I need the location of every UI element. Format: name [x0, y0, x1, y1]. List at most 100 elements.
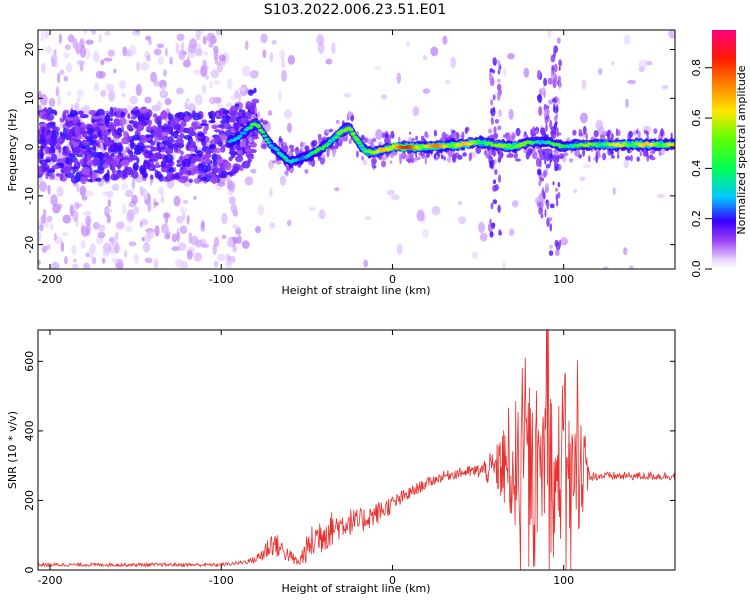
spectrogram-halo-cell: [610, 132, 614, 142]
spectrogram-noise-cell: [225, 102, 233, 107]
spectrogram-noise-cell: [458, 216, 467, 225]
spectrogram-noise-cell: [511, 200, 519, 208]
spectrogram-spur-cell: [492, 57, 496, 63]
spectrogram-spur-cell: [543, 170, 547, 178]
spectrogram-noise-cell: [112, 257, 119, 263]
spectrogram-spur-cell: [557, 75, 561, 82]
spectrogram-noise-cell: [318, 209, 326, 220]
spectrogram-frame: [37, 29, 676, 270]
spectrogram-noise-cell: [161, 223, 169, 234]
spectrogram-noise-cell: [422, 228, 429, 239]
spectrogram-noise-cell: [47, 184, 51, 195]
spectrogram-band-cell: [65, 129, 74, 138]
spectrogram-noise-cell: [260, 33, 268, 44]
spectrogram-ridge-cell: [264, 137, 270, 142]
spectrogram-band-cell: [121, 137, 130, 145]
spectrogram-noise-cell: [202, 84, 207, 94]
spectrogram-noise-cell: [581, 79, 587, 90]
spectrogram-noise-cell: [582, 163, 592, 169]
snr-y-tick-label: 0: [23, 567, 36, 574]
spectrogram-spur-cell: [557, 97, 560, 105]
snr-x-axis: -200 -100 0 100: [38, 330, 574, 587]
spectrogram-noise-cell: [202, 59, 207, 68]
spectrogram-noise-cell: [205, 74, 210, 80]
spectrogram-band-cell: [247, 155, 255, 160]
spectrogram-noise-cell: [164, 212, 169, 225]
spectrogram-spur-cell: [549, 203, 555, 209]
spectrogram-noise-cell: [235, 230, 242, 235]
chart-title: S103.2022.006.23.51.E01: [264, 2, 447, 18]
spectrogram-band-cell: [137, 124, 142, 132]
spectrogram-halo-cell: [624, 155, 631, 161]
spectrogram-band-cell: [160, 167, 168, 172]
spectrogram-ridge-cell: [247, 126, 253, 130]
spectrogram-band-cell: [74, 158, 79, 167]
spectrogram-noise-cell: [208, 96, 217, 105]
spectrogram-noise-cell: [209, 81, 214, 90]
spectrogram-noise-cell: [242, 65, 251, 77]
spectrogram-band-cell: [96, 123, 105, 127]
spectrogram-band-cell: [123, 132, 129, 139]
spectrogram-halo-cell: [559, 153, 565, 159]
spectrogram-halo-cell: [506, 154, 510, 158]
spectrogram-halo-cell: [468, 152, 472, 162]
spectrogram-noise-cell: [153, 81, 162, 87]
spectrogram-noise-cell: [58, 33, 63, 44]
spectrogram-band-cell: [39, 112, 43, 118]
spectrogram-band-cell: [117, 148, 122, 155]
spectrogram-spur-cell: [489, 231, 494, 237]
spectrogram-halo-cell: [632, 130, 637, 136]
spectrogram-noise-cell: [55, 86, 60, 97]
spectrogram-noise-cell: [139, 221, 143, 228]
spectrogram-noise-cell: [249, 70, 259, 79]
spectrogram-ridge-cell: [282, 156, 288, 160]
spectrogram-noise-cell: [83, 30, 87, 35]
spectrogram-noise-cell: [203, 50, 208, 56]
spectrogram-halo-cell: [258, 119, 264, 123]
spectrogram-noise-cell: [79, 45, 86, 58]
spectrogram-band-cell: [151, 125, 158, 131]
spectrogram-y-tick-label: 10: [23, 91, 36, 105]
spectrogram-halo-cell: [384, 133, 389, 138]
spectrogram-band-cell: [111, 159, 118, 168]
spectrogram-halo-cell: [670, 132, 673, 138]
spectrogram-noise-cell: [182, 59, 191, 68]
spectrogram-spur-cell: [538, 193, 543, 202]
spectrogram-halo-cell: [424, 156, 427, 165]
spectrogram-band-cell: [166, 172, 173, 180]
spectrogram-band-cell: [59, 117, 63, 122]
spectrogram-band-cell: [46, 113, 55, 121]
spectrogram-noise-cell: [325, 58, 333, 65]
spectrogram-band-cell: [229, 146, 236, 155]
spectrogram-noise-cell: [64, 44, 71, 51]
spectrogram-band-cell: [251, 136, 260, 140]
spectrogram-noise-cell: [212, 244, 218, 255]
spectrogram-noise-cell: [250, 168, 257, 174]
spectrogram-band-cell: [204, 136, 210, 143]
spectrogram-noise-cell: [142, 242, 151, 253]
spectrogram-noise-cell: [374, 66, 382, 71]
spectrogram-halo-cell: [304, 169, 309, 174]
spectrogram-noise-cell: [386, 189, 395, 196]
spectrogram-halo-cell: [454, 152, 460, 158]
spectrogram-band-cell: [175, 138, 184, 147]
spectrogram-band-cell: [213, 164, 217, 170]
spectrogram-spur-cell: [540, 213, 544, 219]
spectrogram-noise-cell: [104, 208, 113, 214]
spectrogram-noise-cell: [331, 42, 336, 54]
spectrogram-noise-cell: [444, 79, 451, 85]
spectrogram-noise-cell: [185, 98, 190, 103]
spectrogram-noise-cell: [502, 261, 506, 269]
spectrogram-noise-cell: [396, 72, 402, 84]
spectrogram-noise-cell: [422, 88, 431, 94]
spectrogram-noise-cell: [83, 211, 92, 216]
spectrogram-noise-cell: [230, 203, 238, 213]
spectrogram-halo-cell: [646, 153, 650, 162]
spectrogram-band-cell: [142, 160, 151, 170]
spectrogram-halo-cell: [574, 149, 580, 157]
spectrogram-band-cell: [113, 128, 118, 135]
spectrogram-x-tick-label: 0: [389, 273, 396, 286]
spectrogram-spur-cell: [543, 77, 548, 87]
spectrogram-noise-cell: [77, 60, 85, 66]
spectrogram-halo-cell: [326, 148, 330, 158]
